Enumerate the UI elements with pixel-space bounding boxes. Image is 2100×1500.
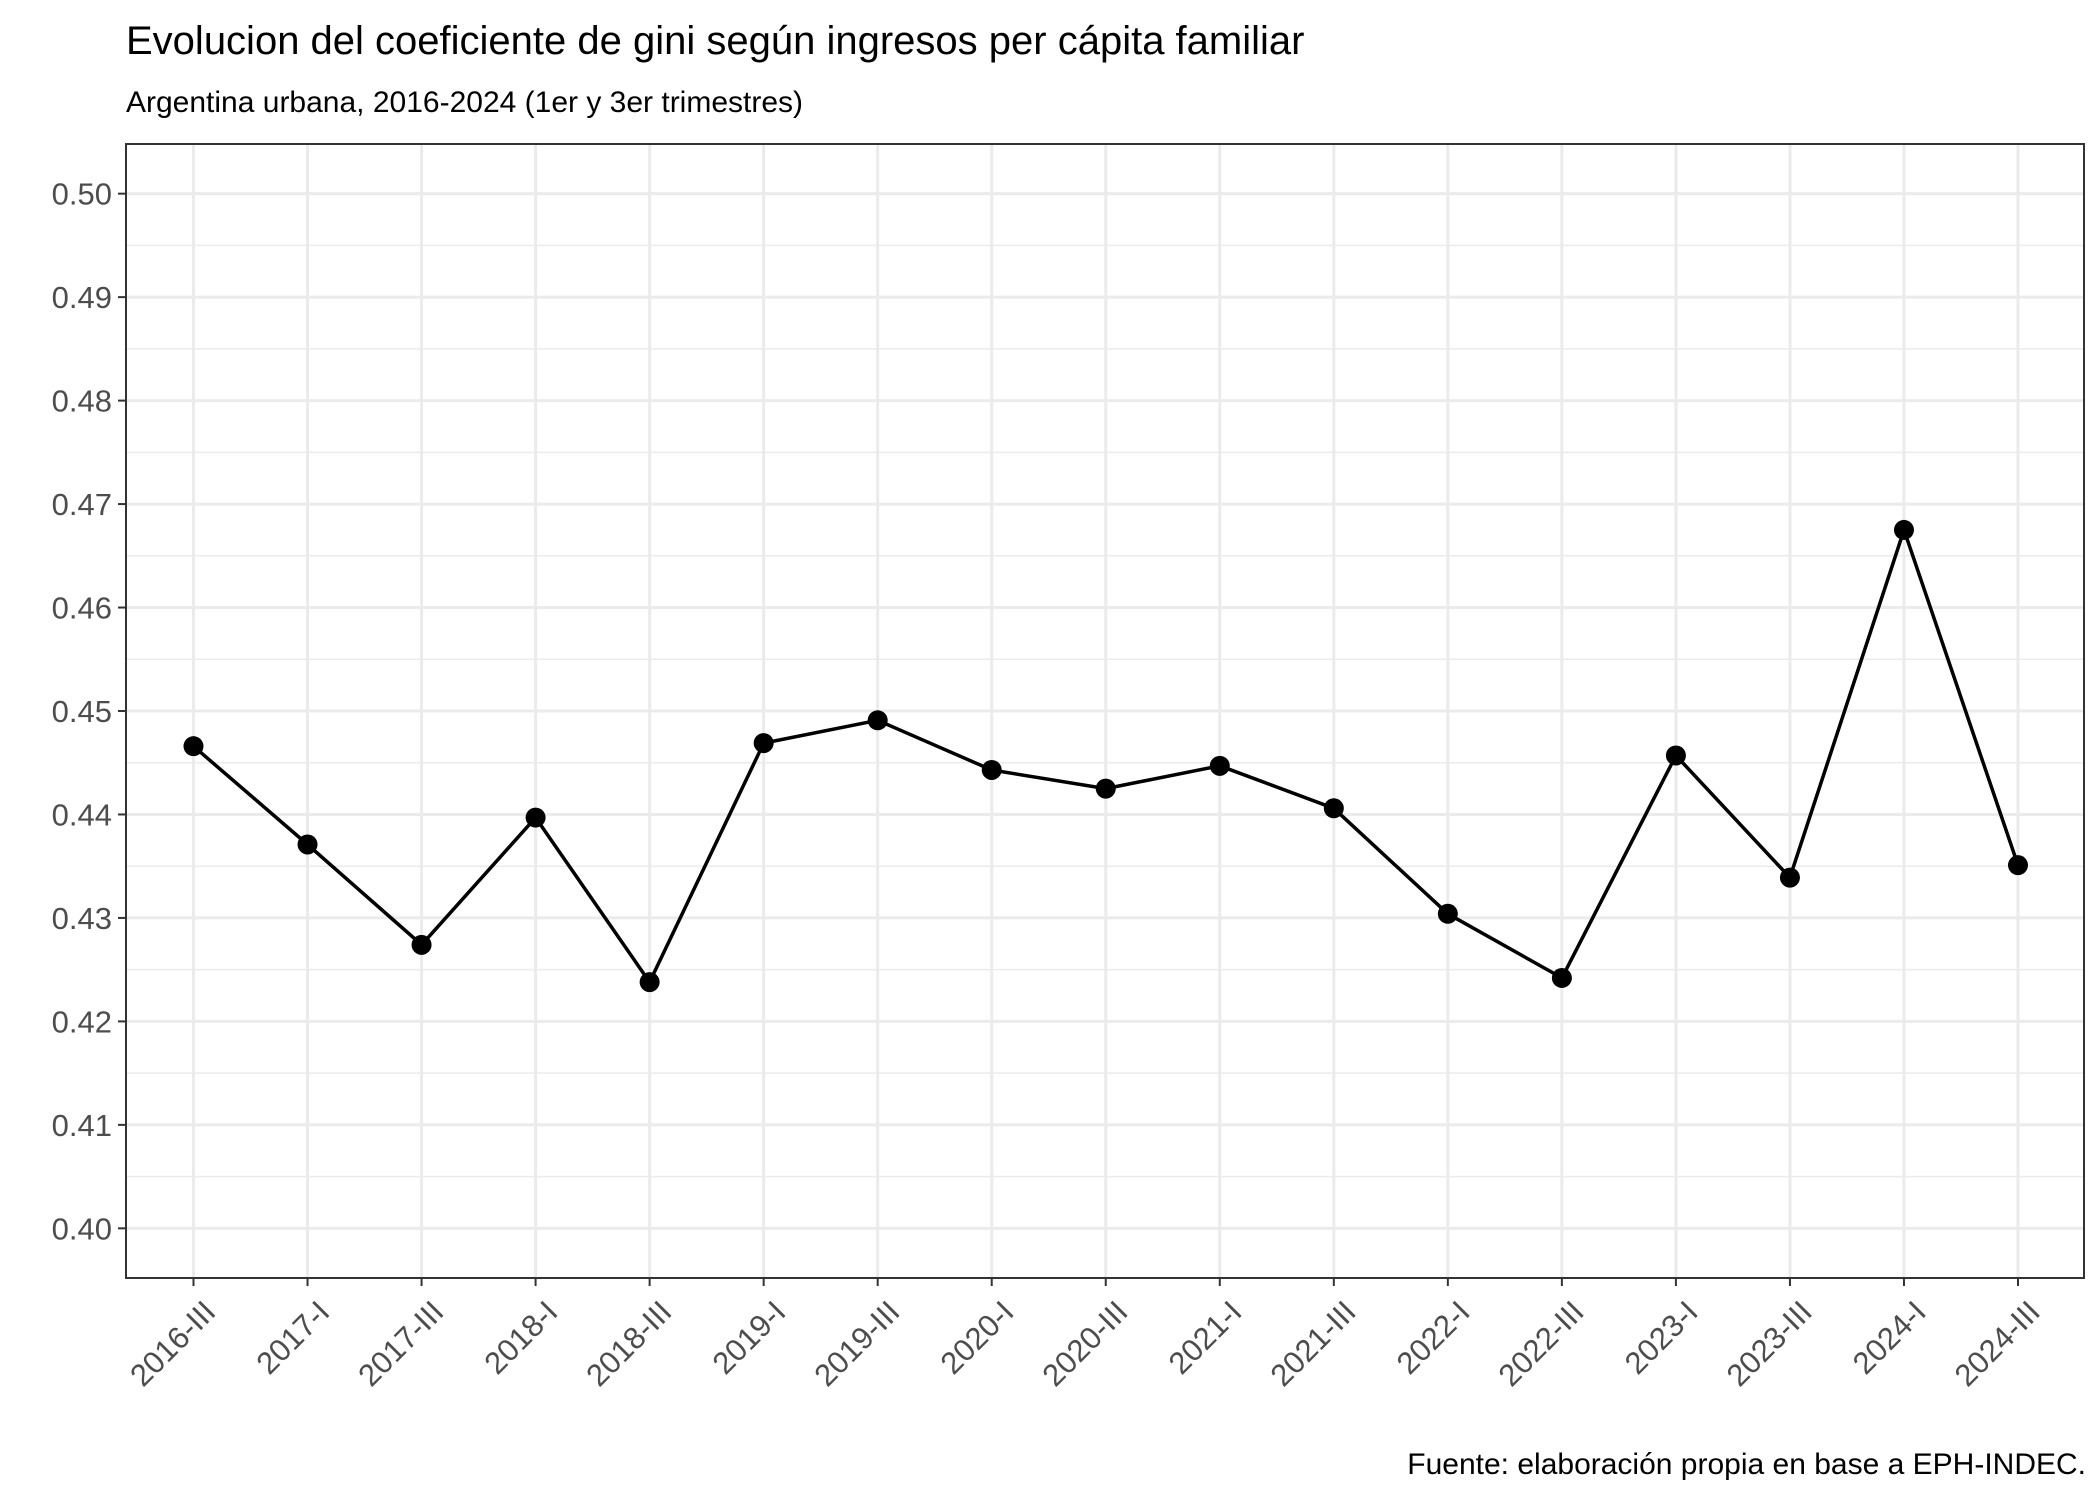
data-point — [2008, 855, 2028, 876]
data-point — [183, 736, 204, 757]
x-tick-label: 2016-III — [123, 1294, 222, 1393]
y-tick-label: 0.44 — [52, 797, 112, 832]
x-tick-label: 2018-III — [579, 1294, 678, 1393]
x-tick-label: 2023-III — [1720, 1294, 1819, 1393]
data-point — [1323, 798, 1344, 819]
x-tick-label: 2017-III — [351, 1294, 450, 1393]
y-tick-label: 0.46 — [52, 591, 112, 626]
data-point — [1893, 519, 1914, 540]
data-point — [981, 759, 1002, 780]
y-tick-label: 0.48 — [52, 384, 112, 419]
x-axis: 2016-III 2017-I 2017-III 2018-I 2018-III 2019… — [123, 1278, 2047, 1393]
y-tick-label: 0.41 — [52, 1108, 112, 1143]
y-tick-label: 0.49 — [52, 280, 112, 315]
data-point — [1095, 778, 1116, 799]
points-layer — [183, 519, 2028, 993]
data-point — [411, 934, 432, 955]
y-tick-label: 0.40 — [52, 1211, 112, 1246]
data-point — [753, 733, 774, 754]
x-tick-label: 2021-III — [1264, 1294, 1363, 1393]
data-point — [639, 972, 660, 993]
x-tick-label: 2024-III — [1948, 1294, 2047, 1393]
chart-caption: Fuente: elaboración propia en base a EPH… — [1407, 1448, 2086, 1481]
y-tick-label: 0.42 — [52, 1004, 112, 1039]
x-tick-label: 2023-I — [1618, 1294, 1705, 1381]
chart-subtitle: Argentina urbana, 2016-2024 (1er y 3er t… — [126, 86, 803, 119]
x-tick-label: 2020-III — [1035, 1294, 1134, 1393]
data-point — [1551, 967, 1572, 988]
x-tick-label: 2024-I — [1846, 1294, 1933, 1381]
grid-layer — [126, 144, 2084, 1278]
y-tick-label: 0.45 — [52, 694, 112, 729]
panel-border — [125, 143, 2085, 1279]
data-point — [1437, 903, 1458, 924]
x-tick-label: 2018-I — [477, 1294, 564, 1381]
data-point — [525, 807, 546, 828]
x-tick-label: 2021-I — [1162, 1294, 1249, 1381]
x-tick-label: 2022-III — [1492, 1294, 1591, 1393]
data-point — [1665, 745, 1686, 766]
chart-title: Evolucion del coeficiente de gini según … — [126, 19, 1304, 63]
data-point — [1779, 867, 1800, 888]
data-point — [1209, 755, 1230, 776]
x-tick-label: 2019-I — [706, 1294, 793, 1381]
data-point — [867, 710, 888, 731]
x-tick-label: 2022-I — [1390, 1294, 1477, 1381]
x-tick-label: 2017-I — [249, 1294, 336, 1381]
data-point — [297, 834, 318, 855]
y-tick-label: 0.50 — [52, 177, 112, 212]
y-axis: 0.40 0.41 0.42 0.43 0.44 0.45 0.46 0.47 0.48 0.49… — [52, 177, 126, 1246]
x-tick-label: 2020-I — [934, 1294, 1021, 1381]
y-tick-label: 0.47 — [52, 487, 112, 522]
y-tick-label: 0.43 — [52, 901, 112, 936]
x-tick-label: 2019-III — [807, 1294, 906, 1393]
